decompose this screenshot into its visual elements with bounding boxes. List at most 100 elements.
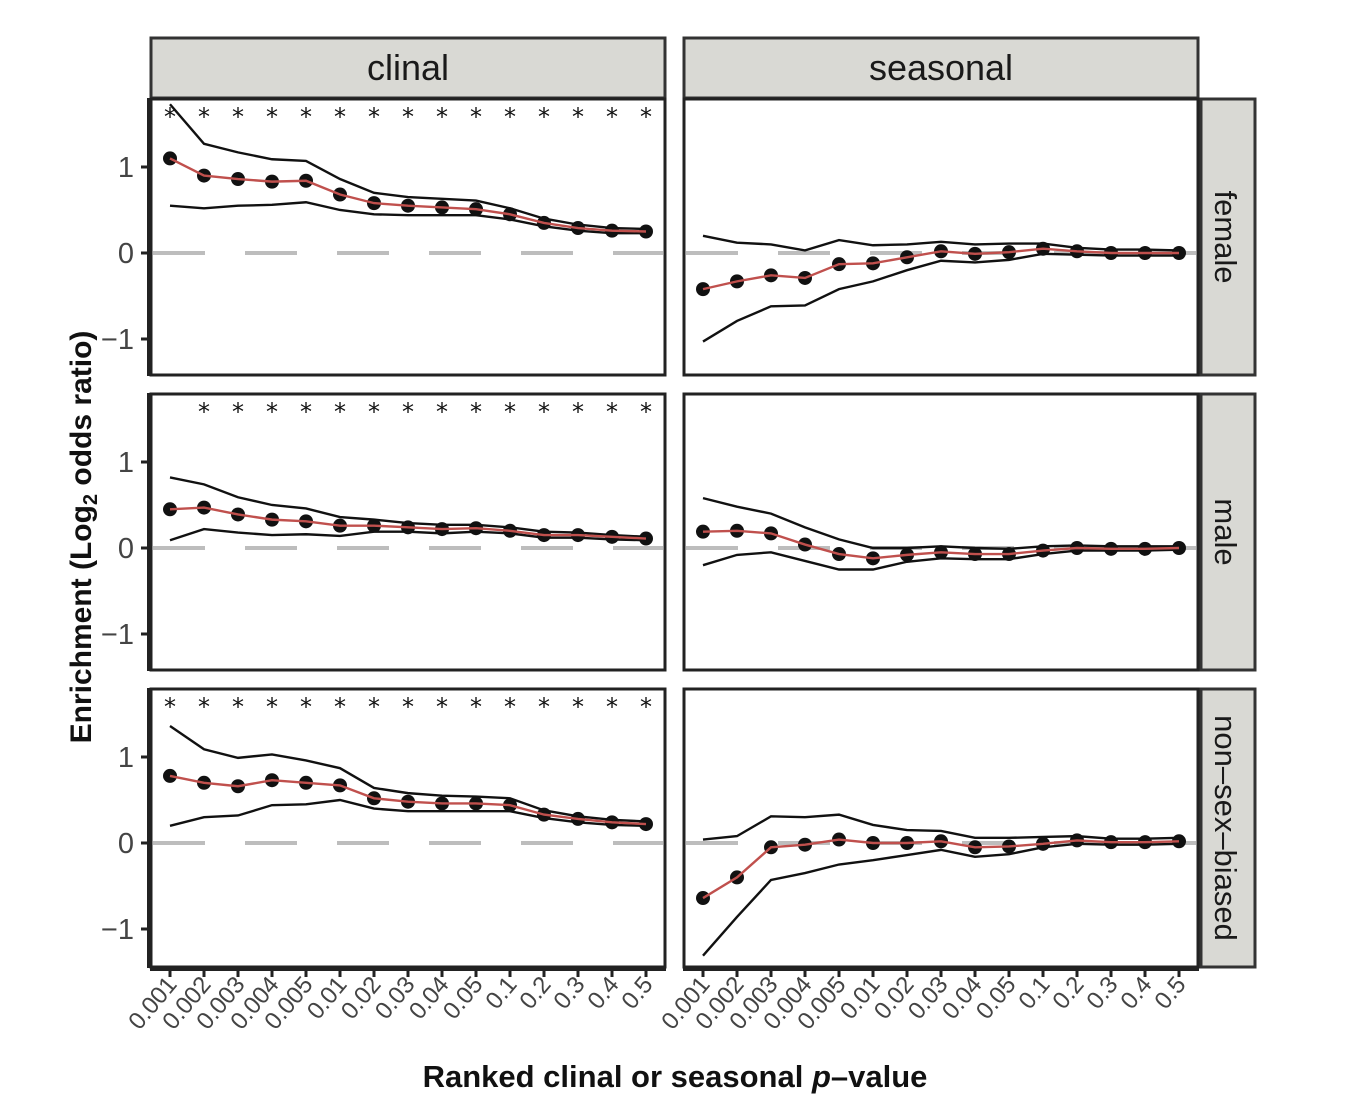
significance-star: * <box>402 693 414 721</box>
significance-star: * <box>436 103 448 131</box>
significance-star: * <box>198 693 210 721</box>
x-axis-clinal: 0.0010.0020.0030.0040.0050.010.020.030.0… <box>123 967 666 1035</box>
y-tick-label: 0 <box>118 533 134 565</box>
y-tick-label: 1 <box>118 447 134 479</box>
estimate-line <box>169 506 647 540</box>
significance-star: * <box>402 398 414 426</box>
significance-star: * <box>266 398 278 426</box>
row-strip-label-female: female <box>1208 190 1243 283</box>
significance-star: * <box>504 693 516 721</box>
y-tick-label: 1 <box>118 152 134 184</box>
y-axis-non-sex-biased: 1 0 −1 <box>101 688 151 968</box>
estimate-line <box>702 838 1180 900</box>
y-tick-label: −1 <box>101 324 134 356</box>
x-axis-seasonal: 0.0010.0020.0030.0040.0050.010.020.030.0… <box>656 967 1199 1035</box>
significance-star: * <box>402 103 414 131</box>
significance-star: * <box>606 103 618 131</box>
y-tick-label: 0 <box>118 828 134 860</box>
significance-star: * <box>504 398 516 426</box>
lower-ci-line <box>702 842 1180 957</box>
significance-star: * <box>164 693 176 721</box>
significance-star: * <box>334 398 346 426</box>
panel-border <box>149 687 667 969</box>
col-strip-seasonal: seasonal <box>682 36 1200 100</box>
panel-clinal-male: * * * * * * * * * * * * * * <box>149 392 667 672</box>
significance-star: * <box>538 693 550 721</box>
significance-star: * <box>232 693 244 721</box>
significance-star: * <box>606 398 618 426</box>
significance-star: * <box>572 398 584 426</box>
estimate-line <box>702 529 1180 560</box>
significance-star: * <box>164 103 176 131</box>
axes-layer: 1 0 −1 1 0 −1 1 0 −1 0.0010.0020.0030.0040.0050.0… <box>101 98 1199 1035</box>
x-axis-title: Ranked clinal or seasonal p–value <box>423 1059 928 1094</box>
y-axis-female: 1 0 −1 <box>101 98 151 376</box>
col-strip-label-clinal: clinal <box>367 47 449 88</box>
significance-star: * <box>640 398 652 426</box>
x-tick-label: 0.2 <box>1047 972 1089 1015</box>
panel-border <box>149 97 667 377</box>
panel-clinal-non-sex-biased: * * * * * * * * * * * * * * * <box>149 687 667 969</box>
significance-star: * <box>232 398 244 426</box>
y-axis-male: 1 0 −1 <box>101 393 151 671</box>
y-tick-label: −1 <box>101 619 134 651</box>
significance-star: * <box>538 398 550 426</box>
significance-star: * <box>232 103 244 131</box>
lower-ci-line <box>169 201 646 235</box>
panel-clinal-female: * * * * * * * * * * * * * * * <box>149 97 667 377</box>
lower-ci-line <box>169 798 647 827</box>
panel-seasonal-non-sex-biased <box>682 687 1200 969</box>
panel-seasonal-female <box>682 97 1200 377</box>
y-tick-label: 1 <box>118 742 134 774</box>
x-tick-label: 0.3 <box>548 972 590 1015</box>
col-strip-label-seasonal: seasonal <box>869 47 1013 88</box>
upper-ci-line <box>169 103 647 231</box>
estimate-line <box>702 247 1179 291</box>
significance-star: * <box>368 103 380 131</box>
significance-star: * <box>368 398 380 426</box>
significance-star: * <box>334 693 346 721</box>
significance-star: * <box>368 693 380 721</box>
upper-ci-line <box>702 234 1180 252</box>
upper-ci-line <box>702 496 1179 551</box>
significance-star: * <box>606 693 618 721</box>
lower-ci-line <box>702 252 1179 343</box>
panel-border <box>682 687 1200 969</box>
significance-star: * <box>300 103 312 131</box>
x-tick-label: 0.3 <box>1081 972 1123 1015</box>
upper-ci-line <box>169 725 647 823</box>
significance-star: * <box>198 398 210 426</box>
significance-star: * <box>334 103 346 131</box>
y-tick-label: −1 <box>101 914 134 946</box>
x-tick-label: 0.1 <box>480 972 522 1015</box>
panel-border <box>682 97 1200 377</box>
significance-star: * <box>640 103 652 131</box>
panel-seasonal-male <box>682 392 1200 672</box>
panel-border <box>682 392 1200 672</box>
upper-ci-line <box>702 813 1180 841</box>
col-strip-clinal: clinal <box>149 36 667 100</box>
row-strip-label-non-sex-biased: non–sex–biased <box>1208 715 1243 941</box>
row-strip-non-sex-biased: non–sex–biased <box>1199 687 1257 969</box>
row-strip-female: female <box>1199 97 1257 377</box>
significance-star: * <box>198 103 210 131</box>
estimate-line <box>169 157 647 233</box>
significance-star: * <box>436 693 448 721</box>
x-tick-label: 0.5 <box>1149 972 1191 1015</box>
significance-star: * <box>470 693 482 721</box>
panels-layer: * * * * * * * * * * * * * * ** * * * * * * * * * * * * ** * * * * * * * * * *… <box>149 97 1200 969</box>
significance-star: * <box>640 693 652 721</box>
row-strip-male: male <box>1199 392 1257 672</box>
x-tick-label: 0.1 <box>1013 972 1055 1015</box>
significance-star: * <box>470 398 482 426</box>
row-strip-label-male: male <box>1208 498 1243 565</box>
y-tick-label: 0 <box>118 238 134 270</box>
significance-star: * <box>572 693 584 721</box>
significance-star: * <box>266 693 278 721</box>
x-tick-label: 0.2 <box>514 972 556 1015</box>
significance-star: * <box>300 693 312 721</box>
significance-star: * <box>266 103 278 131</box>
significance-star: * <box>538 103 550 131</box>
x-tick-label: 0.4 <box>582 972 624 1015</box>
